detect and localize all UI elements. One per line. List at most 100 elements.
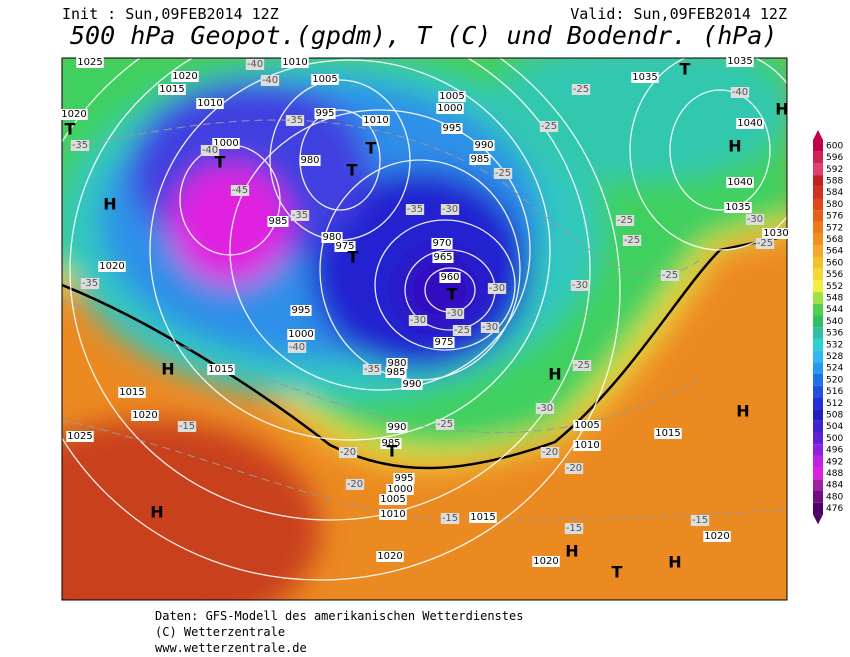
pressure-label: 980 [322, 232, 341, 243]
pressure-label: 1005 [574, 420, 599, 431]
legend-label: 488 [826, 469, 843, 479]
pressure-label: 1005 [312, 74, 337, 85]
legend-swatch [813, 502, 823, 515]
temperature-label: -30 [537, 403, 553, 414]
temperature-label: -25 [541, 121, 557, 132]
temperature-label: -15 [179, 421, 195, 432]
low-marker: T [348, 248, 359, 267]
pressure-label: 995 [394, 473, 413, 484]
temperature-label: -35 [292, 210, 308, 221]
temperature-label-box [177, 421, 197, 432]
temperature-label-box [564, 463, 584, 474]
legend-label: 572 [826, 223, 843, 233]
pressure-label: 1020 [99, 261, 124, 272]
pressure-label: 1030 [763, 228, 788, 239]
pressure-label: 995 [442, 123, 461, 134]
temperature-label-box [435, 419, 455, 430]
pressure-label: 1040 [737, 118, 762, 129]
legend-swatch [813, 268, 823, 281]
pressure-label-box [158, 84, 186, 95]
legend-label: 556 [826, 270, 843, 280]
temperature-label: -25 [624, 235, 640, 246]
pressure-label-box [287, 329, 315, 340]
valid-time: Valid: Sun,09FEB2014 12Z [570, 5, 787, 23]
pressure-label-box [380, 438, 402, 449]
pressure-label: 975 [434, 337, 453, 348]
pressure-label-box [212, 138, 240, 149]
pressure-label-box [386, 484, 414, 495]
pressure-label: 970 [432, 238, 451, 249]
legend-swatch [813, 245, 823, 257]
pressure-label: 1000 [387, 484, 412, 495]
temperature-label-box [290, 210, 310, 221]
legend-label: 524 [826, 364, 843, 374]
pressure-label: 1020 [61, 109, 86, 120]
pressure-label-box [436, 103, 464, 114]
legend-swatch [813, 467, 823, 480]
legend-label: 528 [826, 352, 843, 362]
legend-label: 508 [826, 410, 843, 420]
temperature-label-box [285, 115, 305, 126]
legend-swatch [813, 140, 823, 152]
pressure-label: 1000 [213, 138, 238, 149]
temperature-label-box [571, 84, 591, 95]
pressure-label: 1010 [197, 98, 222, 109]
temperature-label: -20 [542, 447, 558, 458]
legend-label: 580 [826, 200, 843, 210]
low-marker: T [366, 139, 377, 158]
pressure-label-box [311, 74, 339, 85]
legend-label: 576 [826, 212, 843, 222]
legend-swatch [813, 385, 823, 398]
pressure-label: 1020 [172, 71, 197, 82]
high-marker: H [565, 542, 578, 561]
pressure-label: 1015 [470, 512, 495, 523]
temperature-label: -40 [262, 75, 278, 86]
pressure-label-box [98, 261, 126, 272]
pressure-label-box [362, 115, 390, 126]
legend-cap-bottom [813, 514, 823, 525]
temperature-label-box [570, 280, 590, 291]
legend-label: 588 [826, 176, 843, 186]
pressure-label-box [469, 154, 491, 165]
low-marker: T [65, 120, 76, 139]
temperature-label-box [70, 140, 90, 151]
pressure-label-box [207, 364, 235, 375]
temperature-label-box [745, 214, 765, 225]
temperature-label-box [440, 204, 460, 215]
pressure-label: 995 [291, 305, 310, 316]
pressure-label-box [438, 91, 466, 102]
legend-label: 484 [826, 481, 843, 491]
pressure-label: 985 [470, 154, 489, 165]
map-frame [61, 57, 788, 601]
pressure-label: 1005 [439, 91, 464, 102]
legend-swatch [813, 198, 823, 211]
temperature-label: -25 [454, 325, 470, 336]
temperature-label: -25 [757, 238, 773, 249]
pressure-label: 980 [300, 155, 319, 166]
legend-label: 516 [826, 387, 843, 397]
temperature-label-box [260, 75, 280, 86]
temperature-label: -25 [437, 419, 453, 430]
legend-swatch [813, 292, 823, 304]
pressure-label: 1000 [288, 329, 313, 340]
legend-label: 476 [826, 504, 843, 514]
pressure-label-box [60, 109, 88, 120]
temperature-label-box [452, 325, 472, 336]
legend-swatch [813, 163, 823, 176]
legend-label: 584 [826, 188, 843, 198]
legend-label: 500 [826, 434, 843, 444]
temperature-label-box [80, 278, 100, 289]
pressure-label-box [631, 72, 659, 83]
pressure-label: 1010 [574, 440, 599, 451]
map-title: 500 hPa Geopot.(gpdm), T (C) und Bodendr… [70, 21, 777, 50]
pressure-label: 1015 [119, 387, 144, 398]
pressure-label: 1025 [67, 431, 92, 442]
pressure-label: 1020 [377, 551, 402, 562]
temperature-label-box [572, 360, 592, 371]
high-marker: H [728, 137, 741, 156]
pressure-label-box [654, 428, 682, 439]
legend-label: 540 [826, 317, 843, 327]
temperature-label: -15 [442, 513, 458, 524]
pressure-label: 965 [433, 252, 452, 263]
